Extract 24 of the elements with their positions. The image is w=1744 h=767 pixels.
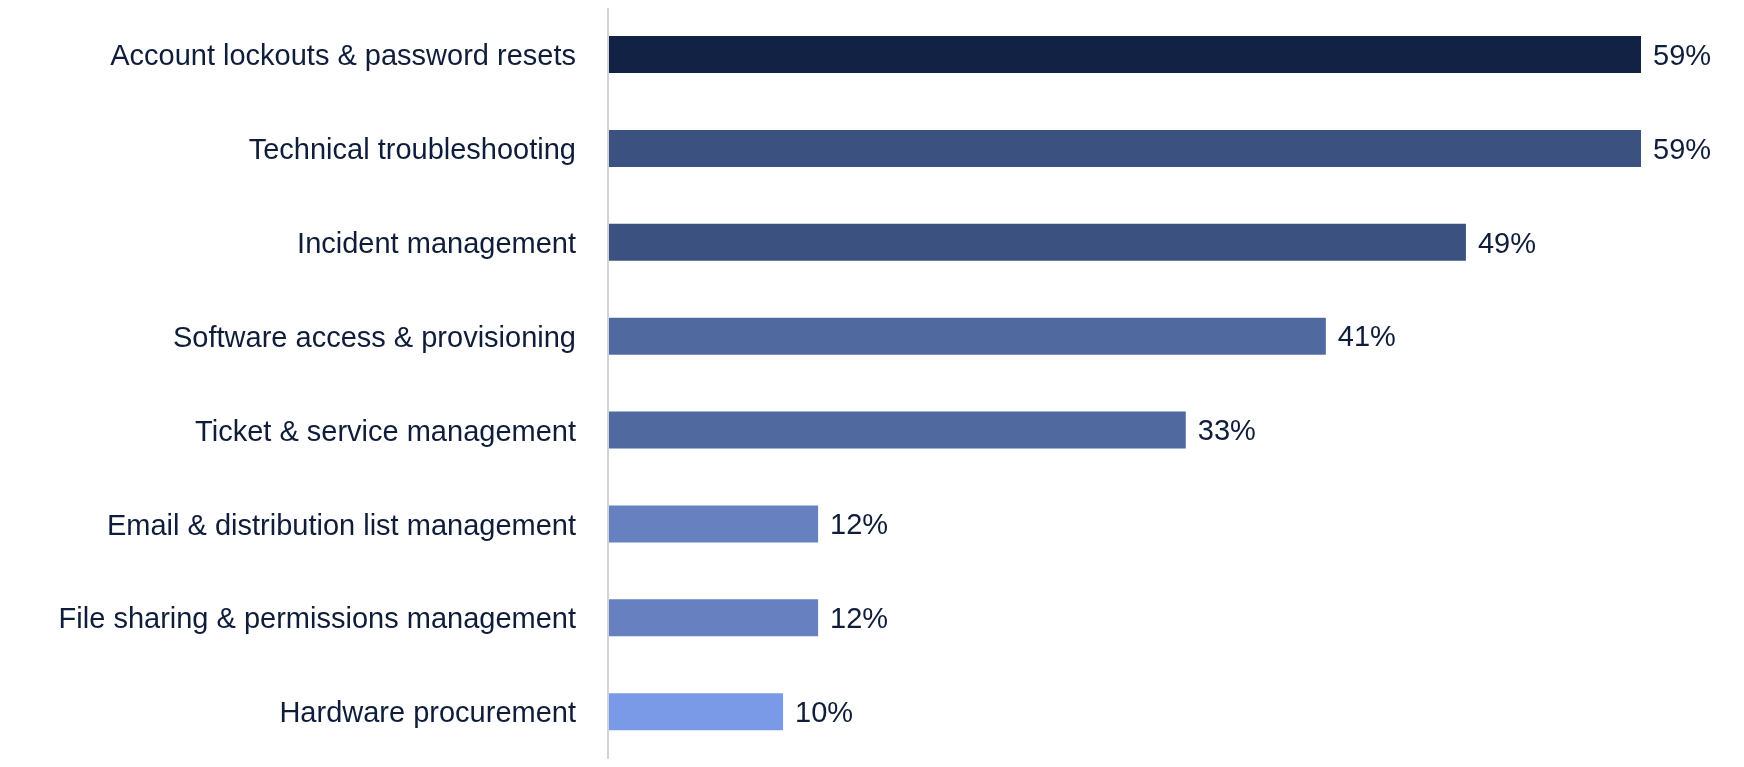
- bar: [608, 129, 1641, 167]
- y-tick-label: Account lockouts & password resets: [110, 39, 576, 72]
- bar: [608, 693, 784, 731]
- data-label: 12%: [830, 602, 889, 635]
- y-tick-label: Incident management: [297, 226, 576, 259]
- data-label: 33%: [1197, 414, 1256, 447]
- y-tick-label: Software access & provisioning: [173, 320, 576, 353]
- y-tick-label: Hardware procurement: [279, 696, 576, 729]
- bar: [608, 223, 1466, 261]
- data-label: 12%: [830, 508, 889, 541]
- y-tick-label: Email & distribution list management: [106, 508, 576, 541]
- bar: [608, 36, 1641, 73]
- data-label: 41%: [1337, 320, 1396, 353]
- bar: [608, 599, 819, 637]
- data-label: 49%: [1477, 226, 1536, 259]
- data-label: 10%: [795, 695, 854, 728]
- data-label: 59%: [1653, 38, 1712, 71]
- bar: [608, 411, 1186, 449]
- y-tick-label: File sharing & permissions management: [58, 602, 576, 635]
- data-label: 59%: [1653, 132, 1712, 165]
- y-tick-label: Ticket & service management: [195, 414, 576, 447]
- y-tick-label: Technical troubleshooting: [248, 133, 576, 166]
- bar: [608, 505, 819, 543]
- bar: [608, 317, 1326, 355]
